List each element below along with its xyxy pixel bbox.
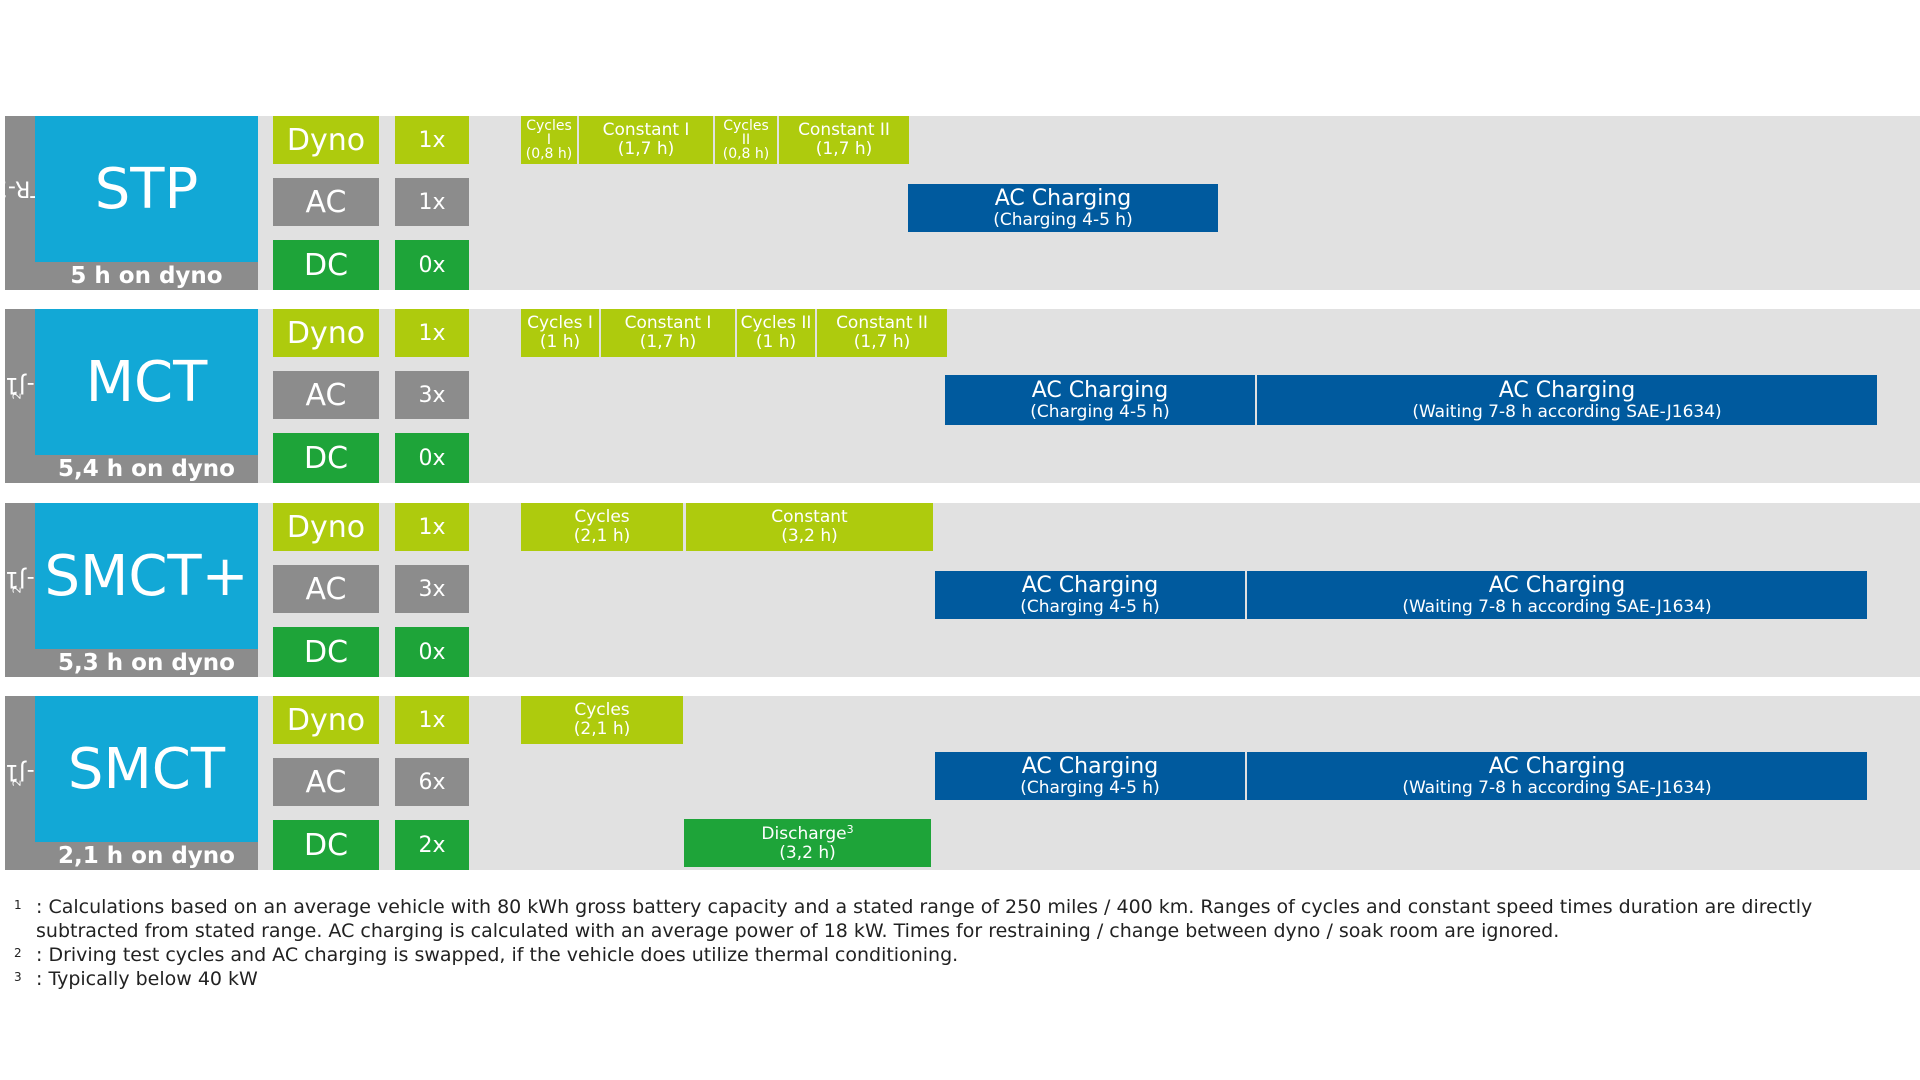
dyno-duration: 2,1 h on dyno [35, 842, 258, 870]
dyno-segment-cycles: Cycles (2,1 h) [521, 503, 683, 551]
count-dyno: 1x [395, 696, 469, 744]
dyno-segment-cycles-i: Cycles I (1 h) [521, 309, 599, 357]
dyno-segment-constant-i: Constant I (1,7 h) [601, 309, 735, 357]
dyno-segment-constant: Constant (3,2 h) [686, 503, 933, 551]
dyno-duration: 5,4 h on dyno [35, 455, 258, 483]
ac-waiting-segment: AC Charging (Waiting 7-8 h according SAE… [1257, 375, 1877, 425]
standard-label: GTR-15 [0, 116, 60, 290]
footnote-2: 2: Driving test cycles and AC charging i… [14, 944, 959, 966]
ac-waiting-segment: AC Charging (Waiting 7-8 h according SAE… [1247, 752, 1867, 800]
ac-charging-segment: AC Charging (Charging 4-5 h) [935, 571, 1245, 619]
row-label-ac: AC [273, 371, 379, 419]
dyno-segment-constant-ii: Constant II (1,7 h) [817, 309, 947, 357]
procedure-band-smct: SAE-J16342 SMCT 2,1 h on dyno Dyno AC DC… [0, 696, 1920, 870]
dyno-segment-constant-ii: Constant II (1,7 h) [779, 116, 909, 164]
row-label-dyno: Dyno [273, 116, 379, 164]
count-dyno: 1x [395, 309, 469, 357]
standard-label: SAE-J16342 [0, 696, 77, 870]
row-label-dyno: Dyno [273, 503, 379, 551]
dyno-segment-cycles: Cycles (2,1 h) [521, 696, 683, 744]
row-label-dc: DC [273, 240, 379, 290]
row-label-dyno: Dyno [273, 309, 379, 357]
dyno-duration: 5,3 h on dyno [35, 649, 258, 677]
row-label-dc: DC [273, 820, 379, 870]
row-label-dyno: Dyno [273, 696, 379, 744]
row-label-ac: AC [273, 758, 379, 806]
dc-discharge-segment: Discharge3 (3,2 h) [684, 819, 931, 867]
ac-charging-segment: AC Charging (Charging 4-5 h) [908, 184, 1218, 232]
standard-label: SAE-J16342 [0, 309, 77, 483]
dyno-segment-cycles-ii: Cycles II (1 h) [737, 309, 815, 357]
dyno-segment-cycles-ii: Cycles II (0,8 h) [715, 116, 777, 164]
count-dc: 0x [395, 433, 469, 483]
count-ac: 3x [395, 371, 469, 419]
footnote-1: 1: Calculations based on an average vehi… [14, 896, 1813, 942]
procedure-band-stp: GTR-15 STP 5 h on dyno Dyno AC DC 1x 1x … [0, 116, 1920, 290]
procedure-name: MCT [35, 309, 258, 455]
procedure-name: STP [35, 116, 258, 262]
ac-charging-segment: AC Charging (Charging 4-5 h) [945, 375, 1255, 425]
row-label-ac: AC [273, 178, 379, 226]
procedure-band-mct: SAE-J16342 MCT 5,4 h on dyno Dyno AC DC … [0, 309, 1920, 483]
count-ac: 3x [395, 565, 469, 613]
procedure-name: SMCT [35, 696, 258, 842]
count-dc: 0x [395, 627, 469, 677]
procedure-name: SMCT+ [35, 503, 258, 649]
count-ac: 1x [395, 178, 469, 226]
count-dc: 0x [395, 240, 469, 290]
ac-charging-segment: AC Charging (Charging 4-5 h) [935, 752, 1245, 800]
count-dyno: 1x [395, 116, 469, 164]
ac-waiting-segment: AC Charging (Waiting 7-8 h according SAE… [1247, 571, 1867, 619]
row-label-dc: DC [273, 433, 379, 483]
count-dc: 2x [395, 820, 469, 870]
standard-label: SAE-J16342 [0, 503, 77, 677]
procedure-band-smct-plus: SAE-J16342 SMCT+ 5,3 h on dyno Dyno AC D… [0, 503, 1920, 677]
count-ac: 6x [395, 758, 469, 806]
dyno-segment-cycles-i: Cycles I (0,8 h) [521, 116, 577, 164]
dyno-segment-constant-i: Constant I (1,7 h) [579, 116, 713, 164]
dyno-duration: 5 h on dyno [35, 262, 258, 290]
row-label-dc: DC [273, 627, 379, 677]
row-label-ac: AC [273, 565, 379, 613]
footnote-3: 3: Typically below 40 kW [14, 968, 258, 990]
count-dyno: 1x [395, 503, 469, 551]
footnotes: 1: Calculations based on an average vehi… [12, 895, 1912, 991]
